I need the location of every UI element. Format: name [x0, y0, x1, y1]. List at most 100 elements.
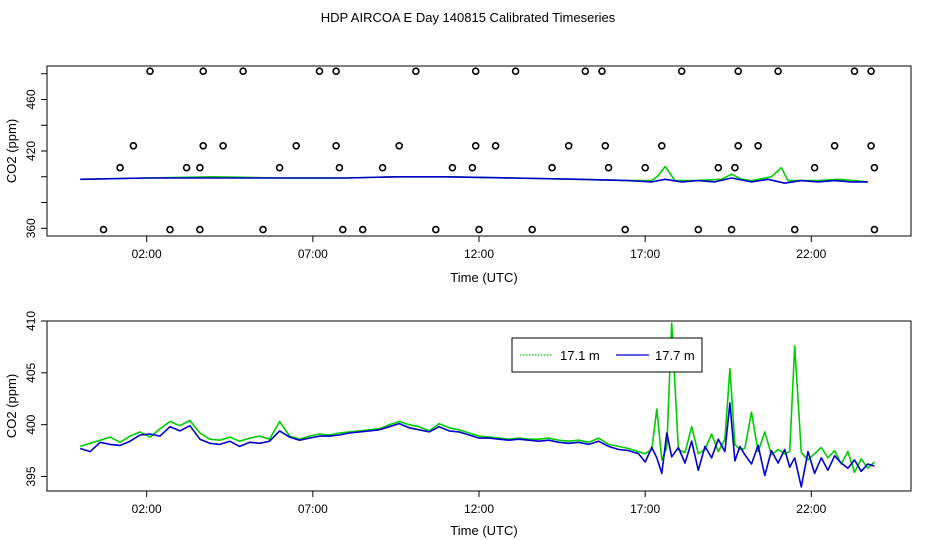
calibration-point: [358, 225, 367, 234]
bottom-y-tick-label: 410: [24, 311, 38, 331]
calibration-point: [774, 67, 782, 75]
calibration-point: [511, 67, 520, 75]
calibration-point: [259, 225, 267, 234]
calibration-point: [199, 67, 207, 75]
calibration-point: [239, 67, 247, 75]
bottom-x-tick-label: 02:00: [132, 502, 162, 516]
calibration-point: [677, 67, 686, 75]
calibration-point: [431, 225, 440, 234]
calibration-point: [471, 142, 480, 150]
bottom-y-tick-label: 395: [24, 466, 38, 486]
legend: 17.1 m 17.7 m: [511, 337, 703, 373]
calibration-point: [335, 163, 344, 172]
calibration-point: [601, 142, 610, 150]
top-y-tick-label: 420: [24, 141, 38, 161]
calibration-point: [734, 142, 743, 150]
calibration-point: [166, 225, 174, 234]
calibration-point: [448, 163, 457, 172]
top-x-tick-label: 07:00: [298, 247, 328, 261]
bottom-series-line-green: [79, 322, 875, 474]
top-x-axis: 02:00 07:00 12:00 17:00 22:00: [132, 236, 827, 261]
bottom-series-line-blue: [79, 402, 875, 488]
top-y-axis-label: CO2 (ppm): [4, 119, 19, 183]
calibration-point: [199, 142, 207, 150]
calibration-point: [810, 163, 819, 172]
calibration-point: [581, 67, 590, 75]
bottom-y-axis: 395 400 405 410: [24, 311, 47, 487]
calibration-point: [332, 67, 340, 75]
top-x-tick-label: 02:00: [132, 247, 162, 261]
calibration-point: [870, 225, 879, 234]
calibration-point: [548, 163, 556, 172]
calibration-point: [219, 142, 227, 150]
calibration-point: [867, 67, 875, 75]
bottom-x-tick-label: 22:00: [796, 502, 826, 516]
calibration-point: [146, 67, 154, 75]
bottom-panel: 395 400 405 410 02:00 07:00 12:00 17:00 22:00 T…: [4, 311, 912, 538]
calibration-point: [731, 163, 739, 172]
calibration-point: [196, 163, 204, 172]
bottom-y-tick-label: 405: [24, 362, 38, 382]
top-y-tick-label: 460: [24, 89, 38, 109]
top-panel: 360 420 460 02:00 07:00 12:00 17:00 22:00 Time…: [4, 65, 912, 285]
calibration-point: [491, 142, 500, 150]
calibration-point: [471, 67, 480, 75]
calibration-point: [292, 142, 301, 150]
top-series-line-blue: [80, 176, 868, 184]
calibration-point: [395, 142, 404, 150]
calibration-point: [604, 163, 613, 172]
bottom-x-axis-label: Time (UTC): [450, 523, 517, 538]
calibration-point: [338, 225, 347, 234]
bottom-y-axis-label: CO2 (ppm): [4, 374, 19, 438]
calibration-point: [754, 142, 762, 150]
calibration-point: [850, 67, 859, 75]
top-plot-frame: [46, 65, 912, 237]
top-series-layer: [80, 165, 868, 184]
calibration-point: [657, 142, 666, 150]
top-x-tick-label: 17:00: [630, 247, 660, 261]
top-points-layer: [99, 67, 879, 234]
bottom-plot-frame: [46, 320, 912, 492]
top-y-axis: 360 420 460: [24, 73, 47, 238]
legend-label-17-1m: 17.1 m: [560, 348, 600, 363]
calibration-point: [99, 225, 108, 234]
chart-title: HDP AIRCOA E Day 140815 Calibrated Times…: [321, 10, 616, 25]
calibration-point: [475, 225, 483, 234]
top-x-axis-label: Time (UTC): [450, 270, 517, 285]
calibration-point: [621, 225, 630, 234]
calibration-point: [598, 67, 606, 75]
calibration-point: [468, 163, 477, 172]
top-series-line-green: [80, 165, 868, 183]
calibration-point: [332, 142, 340, 150]
calibration-point: [694, 225, 703, 234]
bottom-x-axis: 02:00 07:00 12:00 17:00 22:00: [132, 491, 827, 516]
bottom-x-tick-label: 07:00: [298, 502, 328, 516]
calibration-point: [867, 142, 875, 150]
top-y-tick-label: 360: [24, 218, 38, 238]
calibration-point: [275, 163, 284, 172]
calibration-point: [528, 225, 537, 234]
calibration-point: [182, 163, 191, 172]
legend-label-17-7m: 17.7 m: [655, 348, 695, 363]
bottom-series-layer: [79, 322, 875, 488]
calibration-point: [714, 163, 723, 172]
calibration-point: [830, 142, 839, 150]
calibration-point: [129, 142, 138, 150]
calibration-point: [870, 163, 879, 172]
calibration-point: [378, 163, 387, 172]
calibration-point: [641, 163, 650, 172]
top-x-tick-label: 12:00: [464, 247, 494, 261]
calibration-point: [315, 67, 324, 75]
calibration-point: [790, 225, 799, 234]
bottom-x-tick-label: 12:00: [464, 502, 494, 516]
bottom-x-tick-label: 17:00: [630, 502, 660, 516]
calibration-point: [734, 67, 743, 75]
top-x-tick-label: 22:00: [796, 247, 826, 261]
calibration-point: [196, 225, 204, 234]
calibration-point: [412, 67, 420, 75]
bottom-y-tick-label: 400: [24, 414, 38, 434]
calibration-point: [116, 163, 124, 172]
calibration-point: [727, 225, 736, 234]
calibration-point: [564, 142, 573, 150]
